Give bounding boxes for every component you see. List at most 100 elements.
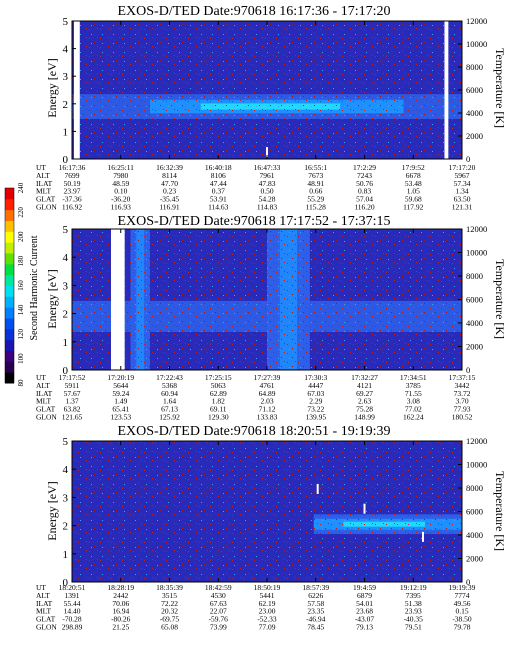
ephemeris-cell: 2.29 <box>309 397 322 406</box>
ephemeris-cell: 69.11 <box>210 405 227 414</box>
ephemeris-row-label: ILAT <box>36 179 53 188</box>
ephemeris-cell: 77.02 <box>405 405 422 414</box>
data-gap <box>111 229 125 370</box>
ephemeris-cell: 63.82 <box>64 405 81 414</box>
ephemeris-cell: 116.91 <box>159 203 180 212</box>
colorbar-swatches <box>4 187 15 384</box>
panel-2-title: EXOS-D/TED Date:970618 17:17:52 - 17:37:… <box>118 214 391 229</box>
ephemeris-cell: 57.34 <box>454 179 471 188</box>
ephemeris-cell: 2442 <box>113 591 128 600</box>
data-gap <box>73 21 80 159</box>
colorbar-tick-label: 200 <box>17 231 25 242</box>
ephemeris-cell: -80.26 <box>111 615 131 624</box>
ephemeris-cell: 7980 <box>113 171 128 180</box>
ephemeris-cell: 17:25:15 <box>205 373 232 382</box>
y-tick-label: 1 <box>63 549 69 561</box>
ephemeris-cell: 1.37 <box>65 397 78 406</box>
panel-3-y2label: Temperature [K] <box>493 471 505 551</box>
ephemeris-cell: -70.28 <box>62 615 82 624</box>
panel-1-y2label: Temperature [K] <box>493 48 505 128</box>
ephemeris-cell: 79.13 <box>356 623 373 632</box>
ephemeris-cell: 6879 <box>357 591 372 600</box>
ephemeris-cell: 59.68 <box>405 195 422 204</box>
y-tick-label: 2 <box>63 309 69 321</box>
ephemeris-cell: 0.66 <box>309 187 322 196</box>
colorbar-swatch <box>5 231 14 243</box>
ephemeris-cell: 73.72 <box>454 389 471 398</box>
ephemeris-cell: 53.48 <box>405 179 422 188</box>
y-tick-label: 0 <box>63 365 69 377</box>
ephemeris-cell: 3.08 <box>407 397 420 406</box>
colorbar-tick-label: 220 <box>17 207 25 218</box>
y2-tick-label: 2000 <box>466 342 483 352</box>
ephemeris-cell: 18:28:19 <box>107 583 134 592</box>
ephemeris-cell: 5441 <box>260 591 275 600</box>
colorbar-tick-label: 240 <box>17 182 25 193</box>
colorbar-swatch <box>5 242 14 254</box>
panel-2-plot-area <box>72 229 462 370</box>
temperature-mark <box>316 483 319 494</box>
panel-3-plot-area <box>72 441 462 582</box>
colorbar-swatch <box>5 372 14 384</box>
ephemeris-cell: 123.53 <box>110 413 131 422</box>
ephemeris-cell: 1.64 <box>163 397 176 406</box>
ephemeris-cell: 65.41 <box>112 405 129 414</box>
ephemeris-cell: 114.83 <box>257 203 278 212</box>
ephemeris-row-label: MLT <box>36 607 52 616</box>
ephemeris-cell: 148.99 <box>354 413 375 422</box>
ephemeris-cell: 14.40 <box>64 607 81 616</box>
colorbar-ticks: 80 100 120 140 160 180 200 220 240 <box>17 182 25 386</box>
ephemeris-cell: 117.92 <box>403 203 424 212</box>
ephemeris-cell: 67.13 <box>161 405 178 414</box>
y-tick-label: 2 <box>63 521 69 533</box>
ephemeris-cell: 5368 <box>162 381 177 390</box>
ephemeris-cell: -35.45 <box>160 195 180 204</box>
ephemeris-cell: -59.76 <box>209 615 229 624</box>
ephemeris-cell: 5911 <box>65 381 80 390</box>
ephemeris-cell: 53.91 <box>210 195 227 204</box>
y-tick-label: 5 <box>63 224 69 236</box>
ephemeris-cell: 75.28 <box>356 405 373 414</box>
ephemeris-cell: 17:9:52 <box>402 163 425 172</box>
ephemeris-cell: 6678 <box>406 171 421 180</box>
ephemeris-cell: 17:22:43 <box>156 373 183 382</box>
panel-2-axes: 0 1 2 3 4 5 0 2000 4000 6000 8000 10000 12000 <box>63 224 488 377</box>
noise-speckle <box>72 21 462 159</box>
ephemeris-cell: 50.19 <box>64 179 81 188</box>
ephemeris-cell: 16:55:1 <box>304 163 327 172</box>
y-tick-label: 3 <box>63 492 69 504</box>
ephemeris-cell: 49.56 <box>454 599 471 608</box>
colorbar-swatch <box>5 209 14 221</box>
ephemeris-cell: -43.07 <box>355 615 375 624</box>
ephemeris-cell: 139.95 <box>305 413 326 422</box>
colorbar-swatch <box>5 198 14 211</box>
colorbar-tick-label: 120 <box>17 329 25 340</box>
colorbar-tick-label: 100 <box>17 353 25 364</box>
ephemeris-cell: 18:57:39 <box>302 583 329 592</box>
y-tick-label: 0 <box>63 577 69 589</box>
colorbar-label: Second Harmonic Current <box>29 235 40 340</box>
y2-tick-label: 10000 <box>466 248 487 258</box>
ephemeris-cell: 57.67 <box>64 389 81 398</box>
y2-tick-label: 4000 <box>466 530 483 540</box>
colorbar-tick-label: 80 <box>17 379 25 387</box>
ephemeris-cell: 4447 <box>308 381 323 390</box>
y2-tick-label: 4000 <box>466 108 483 118</box>
panel-1-plot-area <box>72 21 462 159</box>
ephemeris-cell: 16:40:18 <box>205 163 232 172</box>
ephemeris-cell: 50.76 <box>356 179 373 188</box>
ephemeris-cell: 55.29 <box>307 195 324 204</box>
ephemeris-cell: 47.70 <box>161 179 178 188</box>
ephemeris-cell: 59.24 <box>112 389 129 398</box>
ephemeris-cell: 57.04 <box>356 195 373 204</box>
ephemeris-cell: 73.22 <box>307 405 324 414</box>
colorbar-swatch <box>5 285 14 297</box>
y2-tick-label: 0 <box>466 365 470 375</box>
ephemeris-cell: 0.15 <box>455 607 468 616</box>
colorbar-swatch <box>5 318 14 330</box>
y2-tick-label: 8000 <box>466 483 483 493</box>
ephemeris-row-label: GLAT <box>36 615 56 624</box>
ephemeris-cell: 116.20 <box>354 203 375 212</box>
panel-2: EXOS-D/TED Date:970618 17:17:52 - 17:37:… <box>36 214 505 422</box>
